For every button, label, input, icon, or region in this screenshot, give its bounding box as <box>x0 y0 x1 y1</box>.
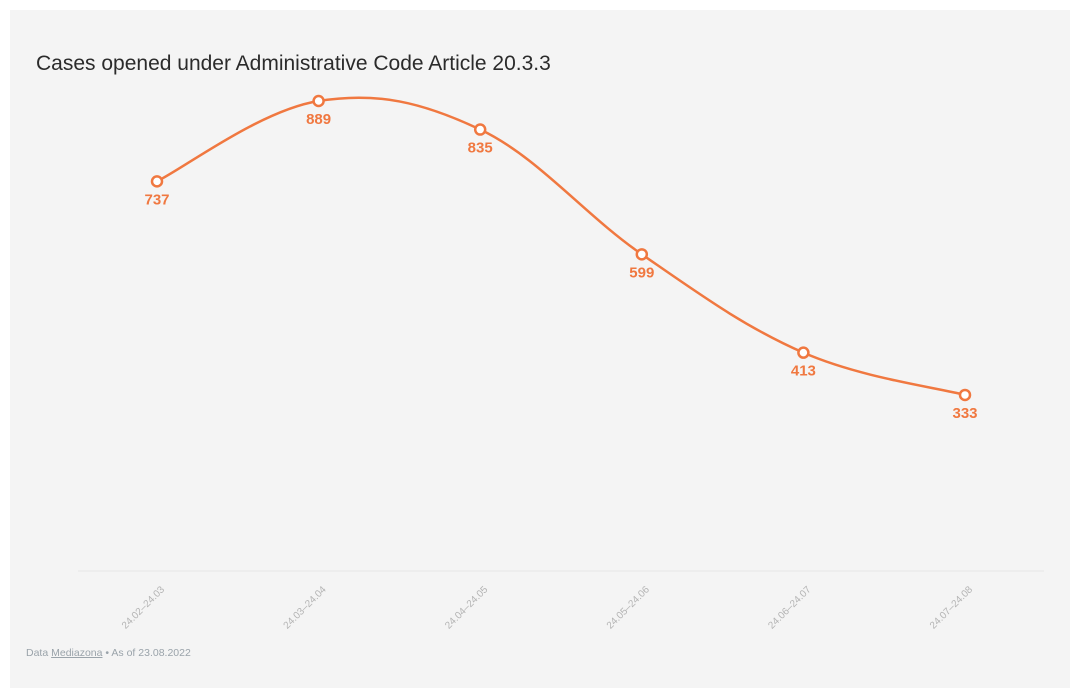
x-tick-label: 24.06–24.07 <box>766 584 813 631</box>
data-label: 599 <box>629 264 654 281</box>
data-labels: 737 889 835 599 413 333 <box>144 111 977 422</box>
chart-title: Cases opened under Administrative Code A… <box>36 52 551 75</box>
x-tick-label: 24.05–24.06 <box>605 584 652 631</box>
data-label: 835 <box>468 140 493 157</box>
data-point <box>958 388 972 402</box>
data-label: 889 <box>306 111 331 128</box>
source-prefix: Data <box>26 647 52 659</box>
data-point <box>473 123 487 136</box>
x-tick-label: 24.04–24.05 <box>443 584 490 631</box>
source-date: • As of 23.08.2022 <box>102 647 191 659</box>
data-point <box>150 175 164 188</box>
data-points <box>150 94 972 402</box>
x-tick-labels: 24.02–24.03 24.03–24.04 24.04–24.05 24.05–2… <box>120 584 975 631</box>
chart-panel: Cases opened under Administrative Code A… <box>10 10 1070 688</box>
x-tick-label: 24.02–24.03 <box>120 584 167 631</box>
data-label: 413 <box>791 363 816 380</box>
source-note: Data Mediazona • As of 23.08.2022 <box>26 647 191 659</box>
data-label: 333 <box>952 405 977 422</box>
data-point <box>312 94 325 108</box>
data-point <box>797 346 810 359</box>
source-link[interactable]: Mediazona <box>51 647 103 659</box>
x-tick-label: 24.07–24.08 <box>928 584 975 631</box>
series-line <box>155 96 967 397</box>
data-label: 737 <box>144 191 169 208</box>
x-tick-label: 24.03–24.04 <box>282 584 329 631</box>
data-point <box>635 248 649 261</box>
